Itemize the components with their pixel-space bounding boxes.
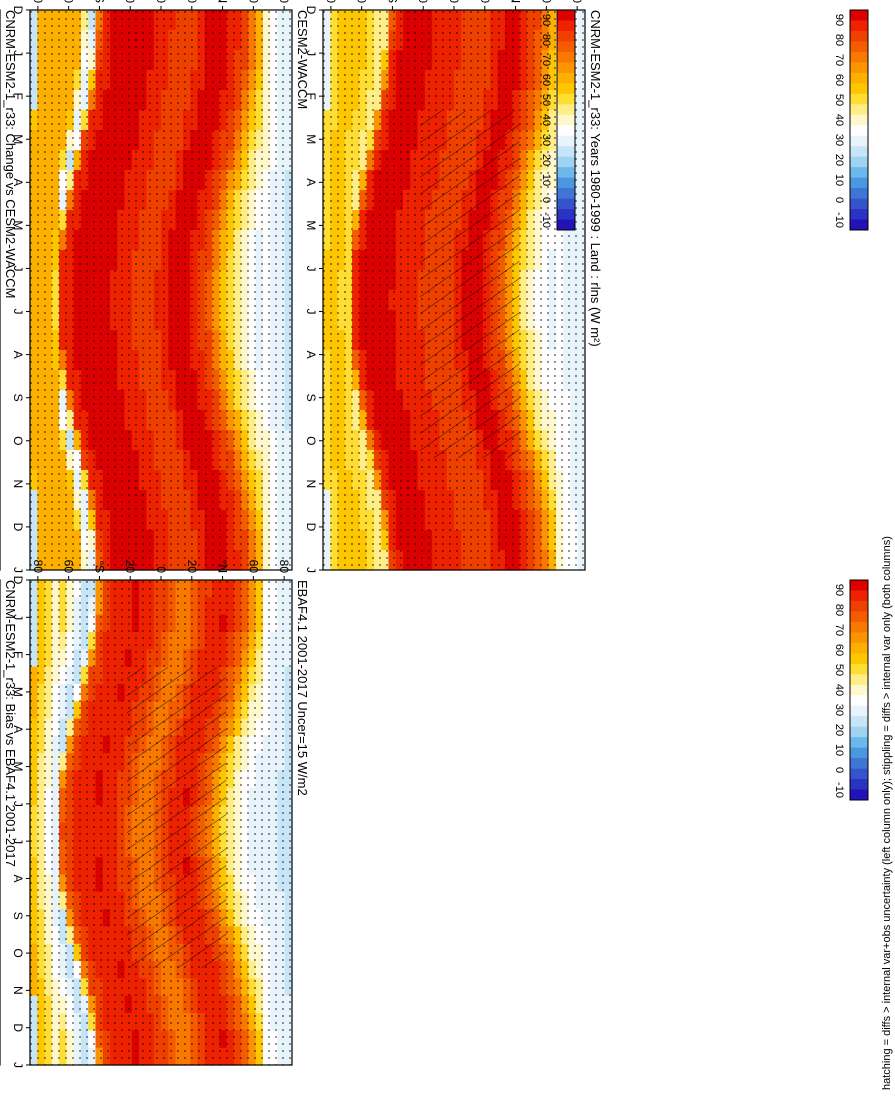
y-tick-label: 20 — [123, 560, 137, 574]
y-tick-label: 60 — [355, 0, 369, 3]
y-tick-label: 0 — [154, 566, 168, 573]
y-tick-label: 20 — [416, 0, 430, 3]
x-tick-label: M — [304, 134, 318, 144]
y-tick-label: 60 — [246, 0, 260, 3]
x-tick-label: M — [11, 687, 25, 697]
x-tick-label: J — [11, 567, 25, 573]
x-tick-label: J — [11, 838, 25, 844]
panel-title: CNRM-ESM2-1_r33: Change vs CESM2-WACCM — [3, 10, 18, 298]
x-tick-label: F — [11, 92, 25, 99]
x-tick-label: N — [11, 986, 25, 995]
x-tick-label: J — [11, 50, 25, 56]
panel-reference-model: CESM2-WACCM D J F M A M J J A S O N D J 80 60 °N 20 0 20 °S 6… — [11, 0, 310, 573]
x-tick-label: A — [11, 351, 25, 359]
x-tick-label: O — [11, 436, 25, 445]
x-tick-label: M — [11, 762, 25, 772]
y-tick-label: 20 — [478, 0, 492, 3]
y-tick-label: 20 — [185, 560, 199, 574]
y-tick-label: °S — [92, 560, 106, 573]
x-tick-label: N — [304, 480, 318, 489]
x-tick-label: O — [304, 436, 318, 445]
panel-title: CNRM-ESM2-1_r33: Bias vs EBAF4.1 2001-20… — [3, 580, 18, 867]
panel-title: CESM2-WACCM — [295, 10, 310, 109]
panel-title: CNRM-ESM2-1_r33: Years 1980-1999 : Land … — [588, 10, 603, 347]
x-tick-label: O — [11, 948, 25, 957]
x-tick-label: D — [11, 6, 25, 15]
x-tick-label: A — [304, 351, 318, 359]
y-tick-label: 80 — [31, 560, 45, 574]
y-tick-label: °S — [385, 0, 399, 3]
hatching-overlay — [126, 667, 227, 969]
x-tick-label: J — [304, 50, 318, 56]
x-tick-label: M — [304, 220, 318, 230]
panel-model-climatology: CNRM-ESM2-1_r33: Years 1980-1999 : Land … — [304, 0, 603, 573]
x-tick-label: D — [11, 1023, 25, 1032]
y-tick-label: 0 — [154, 0, 168, 3]
x-tick-label: J — [304, 567, 318, 573]
x-tick-label: J — [11, 801, 25, 807]
x-tick-label: S — [11, 912, 25, 920]
y-tick-label: 20 — [123, 0, 137, 3]
x-tick-label: A — [11, 874, 25, 882]
y-tick-label: 0 — [447, 0, 461, 3]
y-tick-label: 20 — [185, 0, 199, 3]
y-tick-label: 80 — [277, 560, 291, 574]
y-tick-label: 80 — [31, 0, 45, 3]
y-tick-label: °N — [509, 0, 523, 3]
x-tick-label: J — [11, 614, 25, 620]
x-tick-label: M — [11, 220, 25, 230]
y-tick-label: 60 — [246, 560, 260, 574]
panel-model-bias: CNRM-ESM2-1_r33: Bias vs EBAF4.1 2001-20… — [0, 579, 18, 1066]
x-tick-label: N — [11, 480, 25, 489]
panel-observations: EBAF4.1 2001-2017 Uncer=15 W/m2 DJFMAMJJ… — [11, 560, 310, 1068]
panel-model-change: CNRM-ESM2-1_r33: Change vs CESM2-WACCM D… — [0, 9, 18, 571]
y-tick-label: °S — [92, 0, 106, 3]
x-tick-label: D — [11, 523, 25, 532]
y-tick-label: °N — [216, 560, 230, 573]
x-tick-label: S — [11, 394, 25, 402]
x-tick-label: J — [304, 309, 318, 315]
y-tick-label: 60 — [62, 0, 76, 3]
hatching-overlay — [419, 110, 520, 459]
stippling-overlay — [30, 10, 292, 570]
x-tick-label: J — [304, 265, 318, 271]
x-tick-label: A — [11, 178, 25, 186]
y-tick-label: 60 — [539, 0, 553, 3]
y-tick-label: 60 — [62, 560, 76, 574]
x-tick-label: M — [11, 134, 25, 144]
y-tick-label: 80 — [277, 0, 291, 3]
x-tick-label: D — [11, 576, 25, 585]
x-tick-label: J — [11, 265, 25, 271]
panel-title: EBAF4.1 2001-2017 Uncer=15 W/m2 — [295, 580, 310, 796]
y-tick-label: 80 — [324, 0, 338, 3]
y-tick-label: °N — [216, 0, 230, 3]
x-tick-label: D — [304, 6, 318, 15]
x-tick-label: F — [304, 92, 318, 99]
x-tick-label: A — [11, 725, 25, 733]
x-tick-label: J — [11, 1062, 25, 1068]
x-tick-label: S — [304, 394, 318, 402]
x-tick-label: A — [304, 178, 318, 186]
x-tick-label: F — [11, 651, 25, 658]
x-tick-label: J — [11, 309, 25, 315]
y-tick-label: 80 — [570, 0, 584, 3]
x-tick-label: D — [304, 523, 318, 532]
